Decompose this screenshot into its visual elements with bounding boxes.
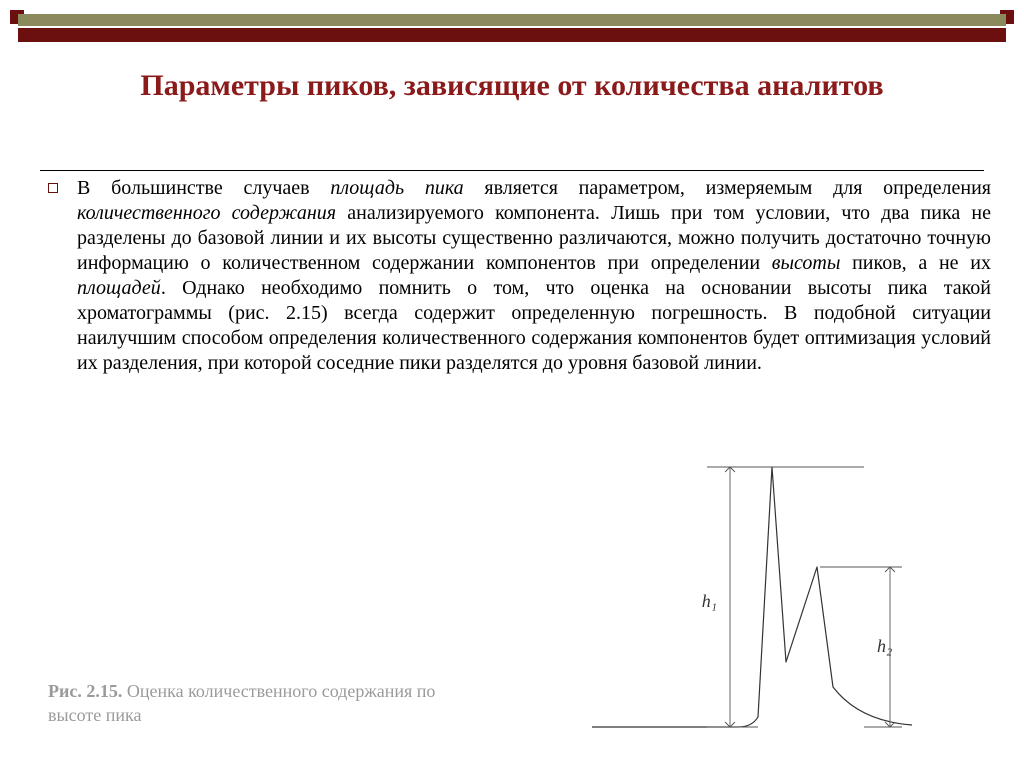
header-bar-olive [18,14,1006,26]
bullet-marker-icon [48,183,58,193]
body-text: В большинстве случаев площадь пика являе… [77,176,991,376]
body-bullet: В большинстве случаев площадь пика являе… [48,176,992,376]
slide: Параметры пиков, зависящие от количества… [0,0,1024,767]
body-italic-4: площадей [77,277,161,299]
figure-area: Рис. 2.15. Оценка количественного содерж… [48,437,992,737]
svg-text:h₂: h₂ [877,636,892,656]
body-italic-3: высоты [772,252,841,274]
body-seg-5: . Однако необходимо помнить о том, что о… [77,277,991,374]
body-seg-2: является параметром, измеряемым для опре… [464,177,991,199]
chromatogram-svg: h₁ h₂ [572,437,952,737]
chromatogram-figure: h₁ h₂ [572,437,952,737]
body-italic-1: площадь пика [330,177,463,199]
body-seg-4: пиков, а не их [840,252,991,274]
slide-title: Параметры пиков, зависящие от количества… [40,60,984,111]
title-underline [40,170,984,171]
header-bar-maroon [18,28,1006,42]
svg-text:h₁: h₁ [702,591,717,611]
figure-caption: Рис. 2.15. Оценка количественного содерж… [48,680,468,727]
figure-caption-label: Рис. 2.15. [48,681,122,701]
body-italic-2: количественного содержания [77,202,336,224]
body-seg-1: В большинстве случаев [77,177,330,199]
